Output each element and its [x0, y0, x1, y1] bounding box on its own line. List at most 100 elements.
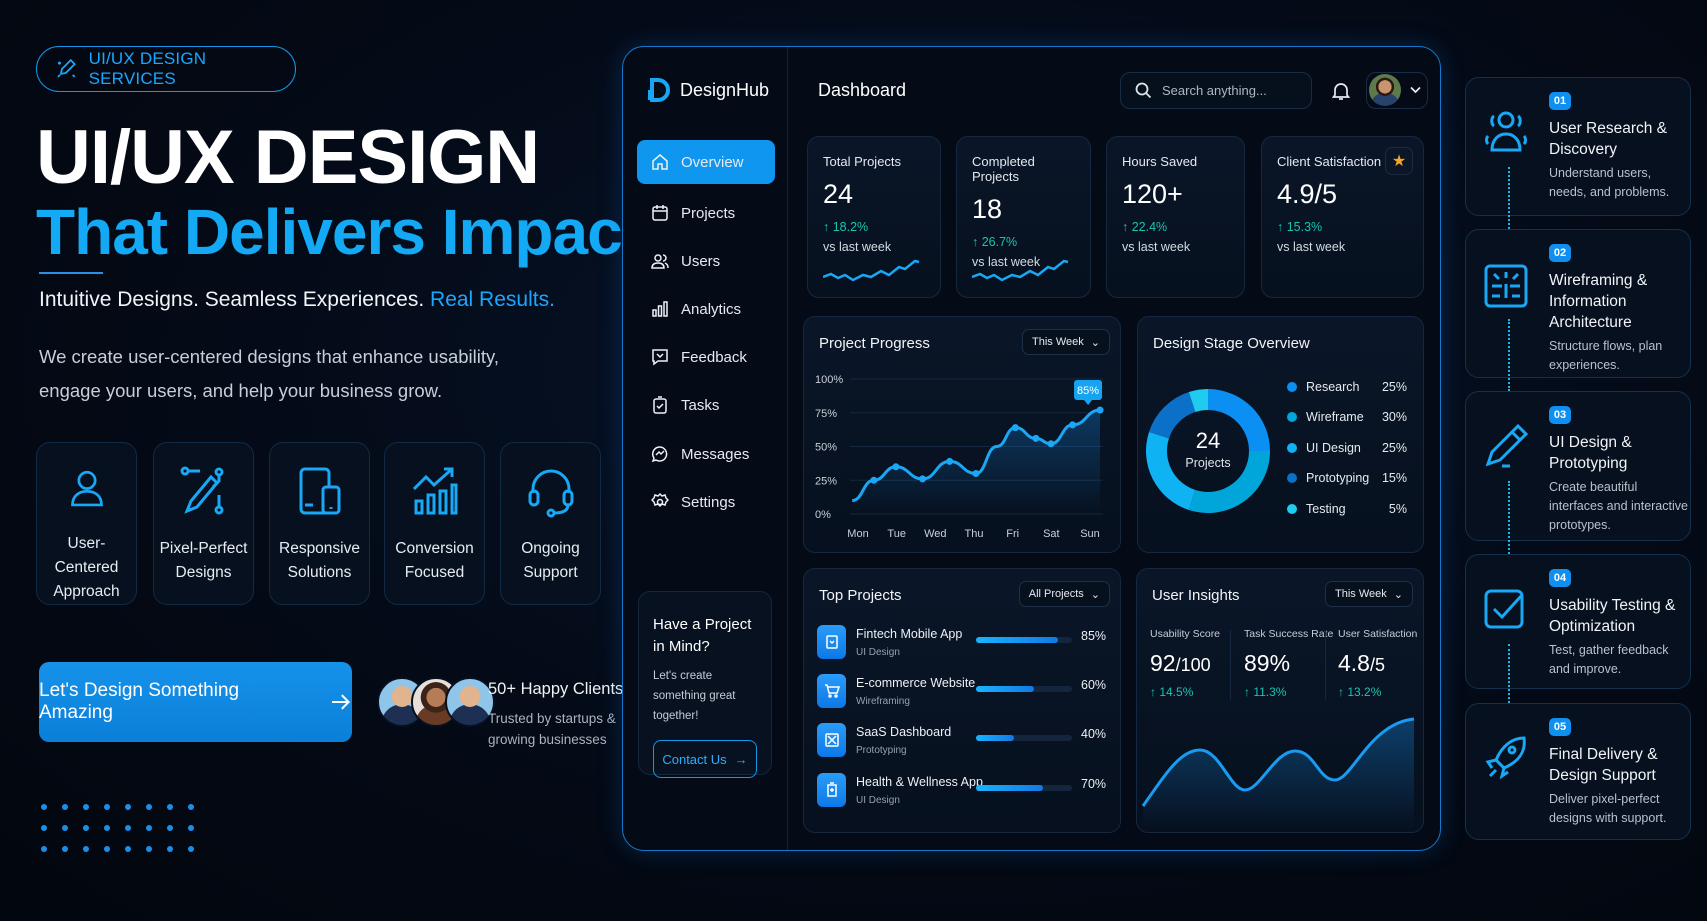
pencil-icon	[1485, 423, 1529, 468]
contact-us-button[interactable]: Contact Us →	[653, 740, 757, 778]
donut-slice-ui-design[interactable]	[1146, 431, 1196, 510]
metric-divider	[1325, 630, 1326, 700]
trend-area	[1143, 719, 1414, 830]
data-point[interactable]	[972, 470, 980, 477]
dot	[41, 825, 47, 831]
step-description: Create beautiful interfaces and interact…	[1549, 480, 1688, 532]
sidebar-item-projects[interactable]: Projects	[637, 191, 775, 235]
user-avatar[interactable]	[1369, 74, 1401, 106]
data-point[interactable]	[870, 476, 878, 484]
progress-bar	[976, 686, 1072, 692]
donut-slice-wireframe[interactable]	[1188, 451, 1270, 513]
x-tick-label: Wed	[924, 528, 946, 540]
legend-swatch	[1287, 473, 1297, 483]
sidebar-item-label: Analytics	[681, 300, 742, 318]
messenger-icon	[651, 446, 668, 463]
dot	[167, 804, 173, 810]
sidebar-item-settings[interactable]: Settings	[637, 480, 775, 524]
decorative-dots	[41, 804, 209, 852]
arrow-right-icon	[332, 694, 351, 710]
project-row[interactable]: Health & Wellness App UI Design 70%	[817, 773, 1107, 809]
sidebar-item-messages[interactable]: Messages	[637, 432, 775, 476]
step-number: 01	[1549, 92, 1571, 110]
project-row[interactable]: Fintech Mobile App UI Design 85%	[817, 625, 1107, 661]
legend-swatch	[1287, 412, 1297, 422]
sidebar-item-label: Projects	[681, 204, 736, 222]
project-row[interactable]: E-commerce Website Wireframing 60%	[817, 674, 1107, 710]
bar-chart-icon	[652, 301, 668, 317]
progress-fill	[976, 637, 1058, 643]
data-point[interactable]	[1032, 434, 1040, 442]
data-point[interactable]	[919, 475, 927, 483]
project-name: Health & Wellness App	[856, 775, 983, 789]
stat-value: 4.9/5	[1277, 179, 1338, 209]
legend-value: 25%	[1381, 380, 1407, 394]
project-row[interactable]: SaaS Dashboard Prototyping 40%	[817, 723, 1107, 759]
data-point[interactable]	[946, 457, 954, 465]
design-tool-icon	[57, 58, 76, 78]
brand-logo[interactable]: DesignHub	[648, 78, 769, 102]
clients-subtitle: Trusted by startups & growing businesses	[488, 711, 616, 747]
designhub-logo-icon	[648, 78, 670, 102]
client-avatars	[377, 677, 495, 727]
step-number: 05	[1549, 718, 1571, 736]
search-input[interactable]: Search anything...	[1120, 72, 1312, 109]
sidebar-item-label: Messages	[681, 445, 750, 463]
y-tick-label: 50%	[815, 442, 837, 454]
donut-slice-research[interactable]	[1208, 389, 1270, 451]
data-point[interactable]	[1069, 421, 1077, 429]
project-name: E-commerce Website	[856, 676, 976, 690]
stat-card: Client Satisfaction 4.9/5 ↑ 15.3% vs las…	[1261, 136, 1424, 298]
bell-icon[interactable]	[1332, 81, 1350, 101]
sparkline	[972, 259, 1069, 282]
dot	[83, 825, 89, 831]
project-category: UI Design	[856, 647, 900, 658]
step-description: Structure flows, plan experiences.	[1549, 339, 1663, 372]
star-icon: ★	[1385, 147, 1413, 175]
donut-slice-prototyping[interactable]	[1149, 392, 1196, 439]
sidebar-item-label: Feedback	[681, 348, 747, 366]
stat-note: vs last week	[823, 240, 892, 254]
stat-change: ↑ 22.4%	[1122, 220, 1168, 234]
dot	[188, 825, 194, 831]
data-point[interactable]	[892, 463, 900, 471]
search-placeholder: Search anything...	[1162, 83, 1267, 98]
period-dropdown[interactable]: This Week ⌄	[1325, 581, 1413, 607]
progress-bar	[976, 785, 1072, 791]
donut-slice-testing[interactable]	[1188, 389, 1208, 413]
sidebar-item-overview[interactable]: Overview	[637, 140, 775, 184]
step-title: Wireframing & Information Architecture	[1549, 272, 1648, 331]
dot	[146, 846, 152, 852]
stat-label: Client Satisfaction	[1277, 154, 1382, 169]
progress-area	[852, 410, 1101, 514]
sidebar-item-users[interactable]: Users	[637, 239, 775, 283]
data-point[interactable]	[1047, 440, 1055, 448]
data-point[interactable]	[1011, 424, 1019, 432]
cta-button[interactable]: Let's Design Something Amazing	[39, 662, 352, 742]
feature-label: Ongoing Support	[521, 540, 580, 581]
hero-title: UI/UX DESIGN	[36, 115, 540, 200]
dot	[41, 846, 47, 852]
legend-label: Research	[1306, 380, 1360, 394]
title-underline	[39, 272, 103, 274]
dot	[41, 804, 47, 810]
tooltip-pointer	[1084, 400, 1093, 406]
projects-filter-dropdown[interactable]: All Projects ⌄	[1018, 581, 1110, 607]
stat-change: ↑ 18.2%	[823, 220, 869, 234]
period-dropdown[interactable]: This Week ⌄	[1022, 329, 1110, 355]
sidebar-item-feedback[interactable]: Feedback	[637, 335, 775, 379]
process-step-card: 04 Usability Testing & Optimization Test,…	[1465, 554, 1691, 689]
calendar-icon	[652, 205, 668, 221]
headset-icon	[528, 469, 573, 518]
legend-value: 25%	[1381, 441, 1407, 455]
data-point[interactable]	[1096, 406, 1104, 414]
metric-divider	[1230, 630, 1231, 700]
wireframe-icon	[1484, 264, 1528, 308]
dot	[188, 804, 194, 810]
sidebar-item-analytics[interactable]: Analytics	[637, 287, 775, 331]
user-menu[interactable]	[1366, 72, 1428, 109]
project-category: Prototyping	[856, 745, 907, 756]
dot	[146, 804, 152, 810]
sidebar-item-tasks[interactable]: Tasks	[637, 383, 775, 427]
chevron-down-icon[interactable]	[1410, 86, 1421, 94]
